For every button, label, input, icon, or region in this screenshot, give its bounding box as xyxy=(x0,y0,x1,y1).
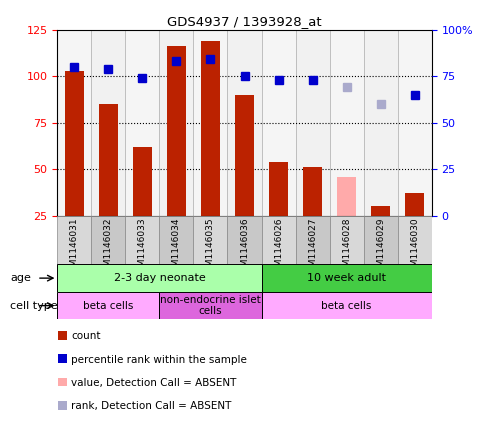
Bar xyxy=(303,168,322,216)
Text: GSM1146034: GSM1146034 xyxy=(172,217,181,277)
Text: percentile rank within the sample: percentile rank within the sample xyxy=(71,354,247,365)
Text: GSM1146028: GSM1146028 xyxy=(342,217,351,277)
Bar xyxy=(133,147,152,216)
Bar xyxy=(261,216,295,264)
Bar xyxy=(261,30,295,216)
Bar xyxy=(58,401,67,409)
Text: GSM1146033: GSM1146033 xyxy=(138,217,147,278)
Bar xyxy=(228,30,261,216)
Text: beta cells: beta cells xyxy=(321,301,372,310)
Text: cell type: cell type xyxy=(10,301,57,310)
Text: age: age xyxy=(10,273,31,283)
Bar xyxy=(58,331,67,340)
Bar xyxy=(58,354,67,363)
Bar xyxy=(398,216,432,264)
Bar xyxy=(91,30,125,216)
Bar xyxy=(99,104,118,216)
Bar xyxy=(261,264,432,292)
Bar xyxy=(405,193,424,216)
Bar xyxy=(337,177,356,216)
Bar xyxy=(160,216,194,264)
Bar xyxy=(57,30,91,216)
Bar xyxy=(194,30,228,216)
Bar xyxy=(57,264,261,292)
Text: GSM1146035: GSM1146035 xyxy=(206,217,215,278)
Text: count: count xyxy=(71,331,101,341)
Bar xyxy=(167,47,186,216)
Text: rank, Detection Call = ABSENT: rank, Detection Call = ABSENT xyxy=(71,401,232,411)
Bar xyxy=(194,216,228,264)
Bar xyxy=(329,216,364,264)
Bar xyxy=(58,377,67,387)
Bar xyxy=(160,30,194,216)
Text: GSM1146031: GSM1146031 xyxy=(70,217,79,278)
Text: GSM1146030: GSM1146030 xyxy=(410,217,419,278)
Bar xyxy=(398,30,432,216)
Bar xyxy=(57,216,91,264)
Bar xyxy=(371,206,390,216)
Bar xyxy=(228,216,261,264)
Bar xyxy=(57,292,160,319)
Bar xyxy=(125,216,160,264)
Text: GSM1146027: GSM1146027 xyxy=(308,217,317,277)
Title: GDS4937 / 1393928_at: GDS4937 / 1393928_at xyxy=(167,16,322,28)
Bar xyxy=(201,41,220,216)
Text: GSM1146032: GSM1146032 xyxy=(104,217,113,277)
Text: 10 week adult: 10 week adult xyxy=(307,273,386,283)
Bar xyxy=(261,292,432,319)
Bar xyxy=(295,30,329,216)
Bar xyxy=(65,71,84,216)
Bar xyxy=(364,30,398,216)
Text: non-endocrine islet
cells: non-endocrine islet cells xyxy=(160,295,261,316)
Text: 2-3 day neonate: 2-3 day neonate xyxy=(114,273,205,283)
Text: beta cells: beta cells xyxy=(83,301,134,310)
Bar xyxy=(160,292,261,319)
Text: GSM1146036: GSM1146036 xyxy=(240,217,249,278)
Bar xyxy=(269,162,288,216)
Text: GSM1146029: GSM1146029 xyxy=(376,217,385,277)
Text: GSM1146026: GSM1146026 xyxy=(274,217,283,277)
Bar xyxy=(295,216,329,264)
Bar xyxy=(235,95,254,216)
Bar xyxy=(125,30,160,216)
Bar xyxy=(329,30,364,216)
Text: value, Detection Call = ABSENT: value, Detection Call = ABSENT xyxy=(71,378,237,388)
Bar xyxy=(91,216,125,264)
Bar xyxy=(364,216,398,264)
